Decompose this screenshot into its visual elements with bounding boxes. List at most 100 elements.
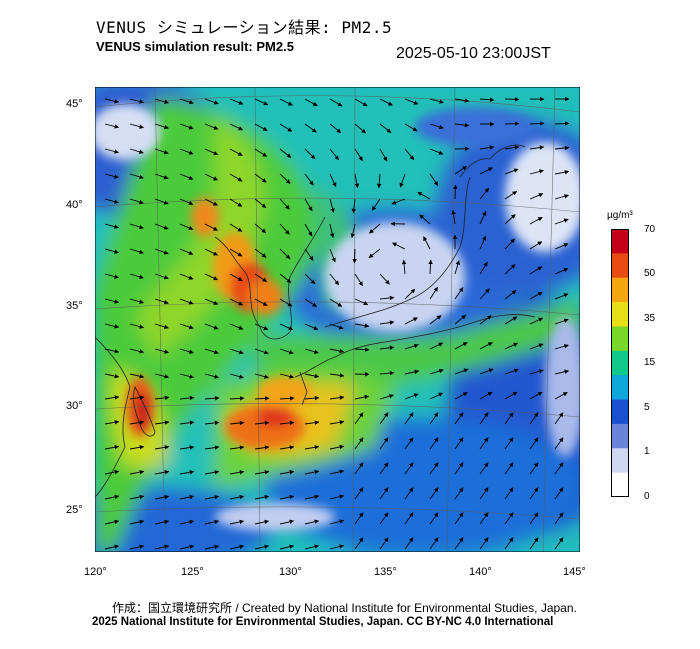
wind-arrow <box>379 412 389 425</box>
wind-arrow <box>354 148 363 162</box>
wind-arrow <box>429 487 439 500</box>
wind-arrow <box>454 392 468 400</box>
wind-arrow <box>304 98 318 107</box>
wind-arrow <box>204 323 219 330</box>
wind-arrow <box>279 323 294 331</box>
lon-tick-140: 140° <box>469 566 492 578</box>
wind-arrow <box>379 437 389 450</box>
wind-arrow <box>304 223 313 237</box>
wind-arrow <box>104 123 120 129</box>
wind-arrow <box>379 295 395 301</box>
wind-arrow <box>454 487 464 500</box>
colorbar-tick-1: 1 <box>644 446 650 457</box>
wind-arrow <box>379 462 389 475</box>
wind-arrow <box>354 273 363 287</box>
wind-arrow <box>254 323 269 330</box>
wind-arrow <box>254 373 269 379</box>
wind-arrow <box>454 537 464 550</box>
wind-arrow <box>129 123 144 129</box>
wind-arrow <box>304 420 320 425</box>
wind-arrow <box>204 519 220 525</box>
wind-arrow <box>329 348 345 354</box>
wind-arrow <box>404 123 418 132</box>
wind-arrow <box>279 198 290 210</box>
wind-arrow <box>279 470 295 475</box>
wind-arrow <box>179 298 194 305</box>
colorbar-segment <box>611 229 629 254</box>
wind-arrow <box>479 315 492 325</box>
wind-arrow <box>554 392 568 400</box>
wind-arrow <box>254 544 270 550</box>
wind-arrow <box>229 494 245 500</box>
wind-arrow <box>179 198 194 205</box>
wind-arrow <box>304 445 320 450</box>
wind-arrow <box>554 369 570 375</box>
wind-arrow <box>279 373 295 379</box>
lat-tick-45: 45° <box>66 98 83 110</box>
wind-arrow <box>254 223 267 234</box>
wind-arrow <box>404 98 419 105</box>
wind-arrow <box>504 412 514 425</box>
wind-arrow <box>379 394 394 400</box>
lon-tick-135: 135° <box>374 566 397 578</box>
wind-arrow <box>354 298 369 306</box>
wind-arrow <box>354 173 360 189</box>
wind-arrow <box>504 316 518 325</box>
wind-arrow <box>154 273 169 280</box>
wind-arrow <box>304 198 313 212</box>
wind-arrow <box>279 396 295 401</box>
wind-arrow <box>454 122 470 128</box>
wind-arrow <box>529 193 544 200</box>
wind-arrow <box>504 487 514 500</box>
wind-arrow <box>229 248 243 257</box>
wind-arrow <box>254 148 268 157</box>
wind-arrow <box>329 373 345 378</box>
wind-arrow <box>154 248 169 255</box>
title-english: VENUS simulation result: PM2.5 <box>96 39 294 54</box>
wind-arrow <box>154 373 170 379</box>
wind-arrow <box>204 223 218 231</box>
wind-arrow <box>504 391 518 400</box>
wind-arrow <box>104 148 119 154</box>
wind-arrow <box>529 369 544 375</box>
pm25-colorbar <box>611 229 629 497</box>
wind-arrow <box>529 169 544 175</box>
wind-arrow <box>429 315 442 325</box>
wind-arrow <box>254 298 268 306</box>
wind-arrow <box>179 395 195 401</box>
lat-tick-35: 35° <box>66 300 83 312</box>
wind-arrow <box>554 145 570 151</box>
colorbar-tick-15: 15 <box>644 357 656 368</box>
colorbar-tick-70: 70 <box>644 224 656 235</box>
wind-arrow <box>479 235 487 250</box>
wind-arrow <box>379 320 395 325</box>
title-japanese: VENUS シミュレーション結果: PM2.5 <box>96 18 393 37</box>
wind-arrow <box>229 198 243 207</box>
wind-arrow <box>254 396 270 401</box>
colorbar-segment <box>611 277 629 303</box>
colorbar-segment <box>611 302 629 327</box>
wind-arrow <box>429 286 438 300</box>
wind-arrow <box>529 121 545 126</box>
wind-arrow <box>154 348 169 354</box>
wind-arrow <box>229 396 245 401</box>
wind-arrow <box>179 248 194 255</box>
wind-arrow <box>129 173 144 180</box>
wind-arrow <box>429 368 444 375</box>
wind-arrow <box>479 487 489 500</box>
lon-tick-130: 130° <box>279 566 302 578</box>
wind-arrow <box>391 198 406 205</box>
wind-arrow <box>529 266 543 275</box>
wind-arrow <box>254 273 268 282</box>
wind-arrow <box>404 462 414 475</box>
wind-arrow <box>279 223 290 235</box>
wind-arrow <box>329 198 335 213</box>
colorbar-segment <box>611 472 629 497</box>
wind-arrow <box>279 273 292 284</box>
wind-arrow <box>104 494 120 500</box>
wind-arrow <box>554 194 569 200</box>
wind-arrow <box>179 273 194 280</box>
wind-arrow <box>204 544 220 550</box>
wind-arrow <box>254 420 270 426</box>
wind-arrow <box>554 243 569 250</box>
